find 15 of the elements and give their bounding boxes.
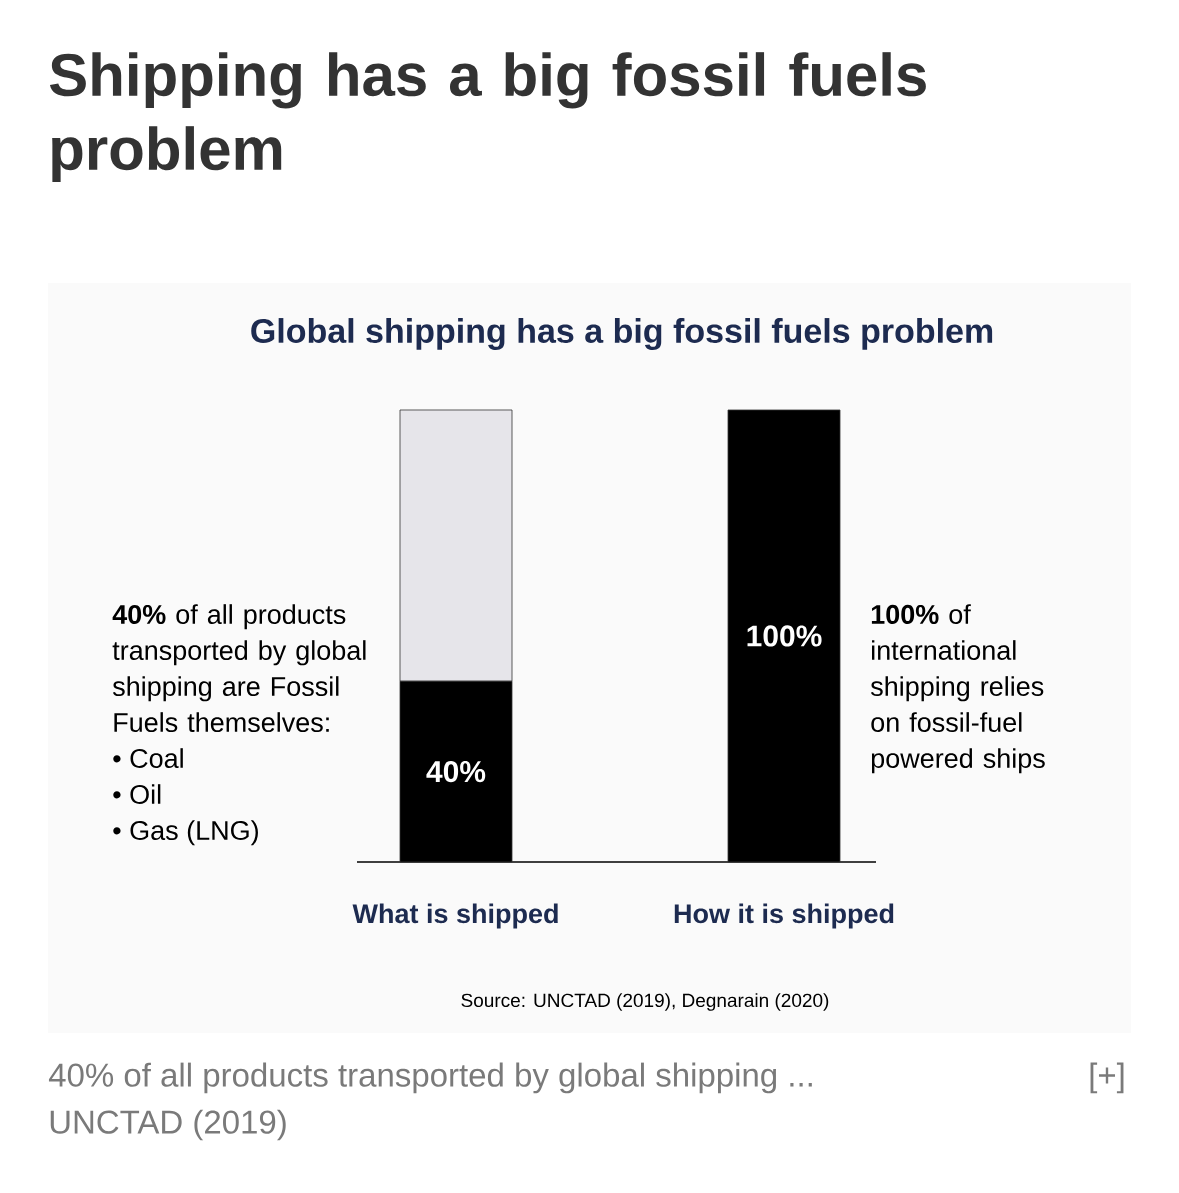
chart-title: Shipping has a big fossil fuels problem — [49, 52, 926, 183]
text: • Coal — [113, 748, 183, 769]
text: 40% of all products transported by global shipping ... — [48, 1062, 812, 1094]
annotation: 100% of international shipping relies on fossil-fuel powered ships — [870, 604, 1045, 774]
text: UNCTAD (2019) — [50, 1109, 286, 1141]
chart-subtitle: Global shipping has a big fossil fuels problem — [251, 318, 993, 350]
data-label: 40% — [426, 760, 486, 783]
data-label: 100% — [747, 625, 822, 647]
text: • Gas (LNG) — [113, 820, 258, 846]
text: • Oil — [113, 784, 161, 805]
x-tick-label: How it is shipped — [674, 903, 894, 929]
x-tick-label: What is shipped — [352, 903, 558, 929]
source-note: Source: UNCTAD (2019), Degnarain (2020) — [461, 993, 829, 1011]
annotation: 40% of all products transported by global shipping are Fossil Fuels themselves: — [112, 604, 366, 733]
text: [+] — [1090, 1062, 1124, 1094]
